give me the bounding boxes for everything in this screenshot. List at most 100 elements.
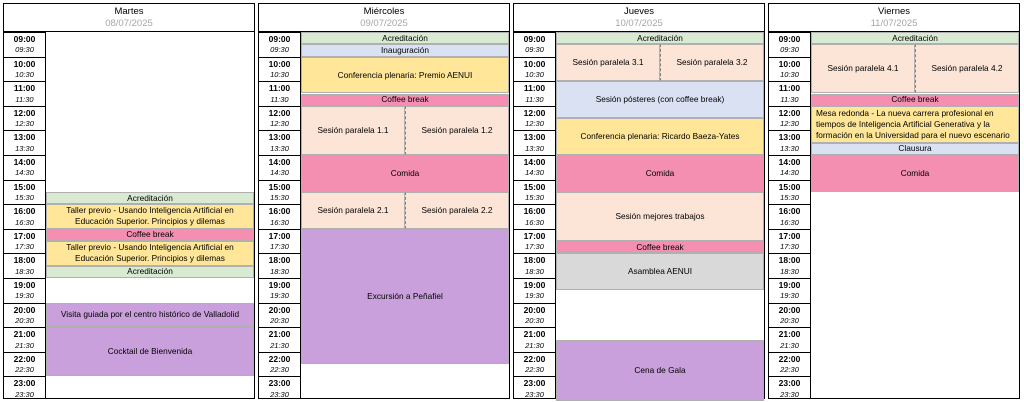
time-label: 11:00: [4, 81, 45, 93]
time-label: 11:00: [259, 81, 300, 93]
event-block: Sesión paralela 3.1: [556, 44, 660, 82]
time-label: 12:30: [270, 119, 289, 129]
event-block: Conferencia plenaria: Ricardo Baeza-Yate…: [556, 118, 764, 155]
event-label: Acreditación: [127, 266, 173, 277]
time-label: 18:00: [4, 253, 45, 265]
event-block: Visita guiada por el centro histórico de…: [46, 302, 254, 328]
event-block: Coffee break: [811, 93, 1019, 106]
day-column-martes: Martes 08/07/2025 09:00 09:30 10:00 10:30 11…: [3, 3, 255, 399]
time-label: 16:30: [780, 217, 799, 227]
time-label: 10:00: [514, 56, 555, 69]
time-label: 20:30: [15, 315, 34, 325]
event-label: Sesión mejores trabajos: [615, 210, 705, 221]
time-label: 15:30: [780, 192, 799, 202]
day-date: 09/07/2025: [360, 18, 408, 29]
time-label: 11:30: [15, 94, 34, 104]
time-label: 14:00: [4, 155, 45, 167]
event-label: Coffee break: [126, 229, 174, 240]
time-label: 20:00: [259, 302, 300, 315]
event-block: Sesión mejores trabajos: [556, 191, 764, 242]
time-label: 12:00: [769, 105, 810, 118]
event-block: Conferencia plenaria: Premio AENUI: [301, 56, 509, 94]
time-label: 16:00: [514, 204, 555, 216]
time-label: 20:00: [4, 302, 45, 315]
time-label: 15:30: [15, 192, 34, 202]
time-label: 19:30: [15, 291, 34, 301]
day-header: Viernes 11/07/2025: [769, 4, 1019, 32]
time-label: 13:00: [514, 130, 555, 142]
time-label: 20:30: [525, 315, 544, 325]
time-label: 15:00: [769, 179, 810, 192]
event-label: Taller previo - Usando Inteligencia Arti…: [66, 242, 234, 264]
event-block: Inauguración: [301, 44, 509, 57]
event-label: Sesión paralela 2.1: [317, 204, 389, 215]
day-column-miercoles: Miércoles 09/07/2025 09:00 09:30 10:00 10:3…: [258, 3, 510, 399]
event-label: Taller previo - Usando Inteligencia Arti…: [66, 205, 234, 227]
time-label: 09:30: [525, 45, 544, 55]
time-label: 17:30: [270, 242, 289, 252]
day-name: Martes: [114, 6, 144, 17]
time-label: 16:00: [4, 204, 45, 216]
event-block: Cena de Gala: [556, 339, 764, 401]
event-block: Comida: [301, 155, 509, 192]
time-label: 11:30: [525, 94, 544, 104]
event-label: Comida: [390, 167, 420, 178]
time-label: 18:30: [270, 266, 289, 276]
time-label: 23:30: [15, 389, 34, 399]
time-label: 09:30: [270, 45, 289, 55]
day-column-viernes: Viernes 11/07/2025 09:00 09:30 10:00 10:30 1…: [768, 3, 1020, 399]
time-label: 14:00: [769, 155, 810, 167]
time-label: 21:00: [259, 327, 300, 339]
time-label: 14:30: [270, 168, 289, 178]
time-label: 21:00: [769, 327, 810, 339]
day-date: 08/07/2025: [105, 18, 153, 29]
time-label: 16:30: [270, 217, 289, 227]
time-label: 22:30: [780, 365, 799, 375]
time-label: 23:30: [525, 389, 544, 399]
time-label: 14:30: [525, 168, 544, 178]
event-block: Coffee break: [301, 93, 509, 106]
time-label: 14:00: [514, 155, 555, 167]
time-label: 20:00: [514, 302, 555, 315]
event-label: Sesión paralela 1.2: [421, 124, 493, 135]
time-label: 23:00: [514, 376, 555, 388]
time-label: 22:30: [15, 365, 34, 375]
event-label: Sesión paralela 2.2: [421, 204, 493, 215]
time-label: 16:00: [769, 204, 810, 216]
time-label: 10:30: [525, 69, 544, 79]
time-label: 22:00: [514, 351, 555, 364]
time-label: 16:30: [15, 217, 34, 227]
event-label: Acreditación: [637, 32, 683, 43]
time-label: 13:30: [525, 143, 544, 153]
time-label: 20:00: [769, 302, 810, 315]
events-grid: Acreditación Sesión paralela 3.1 Sesión pa…: [555, 32, 764, 401]
events-grid: Acreditación Sesión paralela 4.1 Sesión pa…: [810, 32, 1019, 398]
event-block: Cocktail de Bienvenida: [46, 327, 254, 377]
event-label: Sesión paralela 3.2: [676, 57, 748, 68]
time-label: 15:00: [4, 179, 45, 192]
time-label: 18:30: [780, 266, 799, 276]
events-grid: Acreditación Taller previo - Usando Intel…: [45, 32, 254, 398]
event-block: Sesión paralela 2.1: [301, 191, 405, 229]
event-label: Acreditación: [382, 32, 428, 43]
day-header: Martes 08/07/2025: [4, 4, 254, 32]
time-label: 20:30: [270, 315, 289, 325]
event-label: Asamblea AENUI: [627, 266, 693, 277]
event-label: Excursión a Peñafiel: [367, 290, 443, 301]
time-label: 20:30: [780, 315, 799, 325]
time-label: 21:00: [514, 327, 555, 339]
events-grid: Acreditación Inauguración Conferencia plen…: [300, 32, 509, 398]
time-label: 19:00: [4, 278, 45, 290]
event-label: Sesión paralela 4.1: [827, 63, 899, 74]
event-label: Conferencia plenaria: Premio AENUI: [337, 69, 473, 80]
day-name: Miércoles: [363, 6, 405, 17]
time-label: 23:00: [769, 376, 810, 388]
event-block: Sesión paralela 1.1: [301, 105, 405, 155]
time-label: 23:30: [270, 389, 289, 399]
time-label: 17:30: [525, 242, 544, 252]
event-label: Clausura: [898, 143, 932, 154]
day-date: 10/07/2025: [615, 18, 663, 29]
event-block: Excursión a Peñafiel: [301, 228, 509, 365]
time-label: 10:30: [15, 69, 34, 79]
event-block: Acreditación: [46, 265, 254, 278]
